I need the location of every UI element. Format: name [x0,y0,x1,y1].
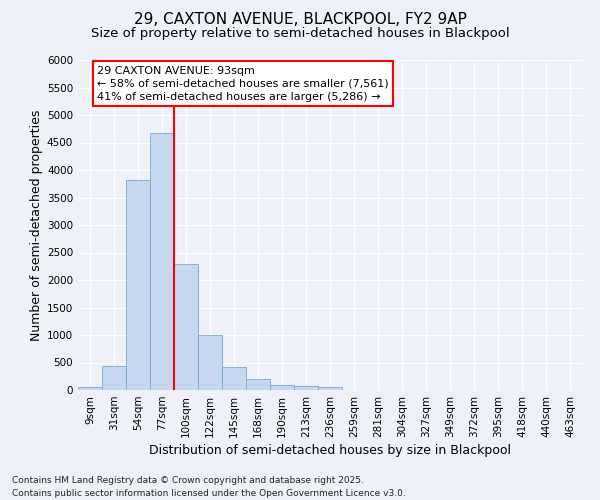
Bar [174,264,198,390]
Y-axis label: Number of semi-detached properties: Number of semi-detached properties [30,110,43,340]
Text: 29 CAXTON AVENUE: 93sqm
← 58% of semi-detached houses are smaller (7,561)
41% of: 29 CAXTON AVENUE: 93sqm ← 58% of semi-de… [97,66,389,102]
Bar [294,386,318,390]
Bar [102,366,126,390]
Bar [126,180,150,390]
Bar [318,386,342,390]
Text: Size of property relative to semi-detached houses in Blackpool: Size of property relative to semi-detach… [91,28,509,40]
Bar [246,379,270,390]
Bar [150,132,174,390]
X-axis label: Distribution of semi-detached houses by size in Blackpool: Distribution of semi-detached houses by … [149,444,511,457]
Bar [198,335,222,390]
Text: 29, CAXTON AVENUE, BLACKPOOL, FY2 9AP: 29, CAXTON AVENUE, BLACKPOOL, FY2 9AP [134,12,466,28]
Bar [222,368,246,390]
Text: Contains HM Land Registry data © Crown copyright and database right 2025.
Contai: Contains HM Land Registry data © Crown c… [12,476,406,498]
Bar [78,387,102,390]
Bar [270,384,294,390]
